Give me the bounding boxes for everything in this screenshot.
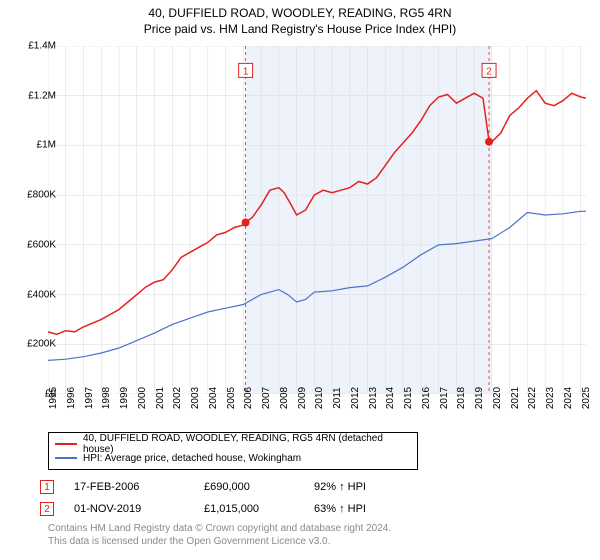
- x-tick-label: 2016: [421, 387, 432, 409]
- x-tick-label: 2012: [350, 387, 361, 409]
- x-tick-label: 2004: [208, 387, 219, 409]
- y-tick-label: £400K: [27, 289, 56, 300]
- plot-svg: 12: [48, 46, 586, 394]
- x-tick-label: 2025: [581, 387, 592, 409]
- x-tick-label: 2023: [545, 387, 556, 409]
- footer: Contains HM Land Registry data © Crown c…: [48, 522, 391, 548]
- x-tick-label: 1995: [48, 387, 59, 409]
- title-line-2: Price paid vs. HM Land Registry's House …: [0, 22, 600, 36]
- x-tick-label: 2015: [403, 387, 414, 409]
- annotation-marker: 2: [40, 502, 54, 516]
- x-tick-label: 2003: [190, 387, 201, 409]
- footer-line-1: Contains HM Land Registry data © Crown c…: [48, 522, 391, 535]
- x-tick-label: 2009: [297, 387, 308, 409]
- x-tick-label: 2007: [261, 387, 272, 409]
- x-tick-label: 1999: [119, 387, 130, 409]
- x-tick-label: 2020: [492, 387, 503, 409]
- x-tick-label: 2000: [137, 387, 148, 409]
- annotation-pct: 63% ↑ HPI: [314, 503, 424, 515]
- y-tick-label: £1.2M: [28, 90, 56, 101]
- annotation-table: 1 17-FEB-2006 £690,000 92% ↑ HPI 2 01-NO…: [40, 476, 424, 520]
- x-tick-label: 1996: [66, 387, 77, 409]
- annotation-row: 1 17-FEB-2006 £690,000 92% ↑ HPI: [40, 476, 424, 498]
- annotation-marker-num: 2: [44, 504, 50, 515]
- annotation-price: £1,015,000: [204, 503, 314, 515]
- annotation-row: 2 01-NOV-2019 £1,015,000 63% ↑ HPI: [40, 498, 424, 520]
- annotation-date: 01-NOV-2019: [74, 503, 204, 515]
- legend-label: HPI: Average price, detached house, Woki…: [83, 453, 301, 464]
- x-tick-label: 2017: [439, 387, 450, 409]
- x-tick-label: 2006: [243, 387, 254, 409]
- x-tick-label: 2010: [314, 387, 325, 409]
- x-tick-label: 2008: [279, 387, 290, 409]
- footer-line-2: This data is licensed under the Open Gov…: [48, 535, 391, 548]
- y-tick-label: £600K: [27, 239, 56, 250]
- x-tick-label: 1997: [84, 387, 95, 409]
- legend: 40, DUFFIELD ROAD, WOODLEY, READING, RG5…: [48, 432, 418, 470]
- x-tick-label: 2019: [474, 387, 485, 409]
- y-tick-label: £800K: [27, 190, 56, 201]
- y-tick-label: £200K: [27, 339, 56, 350]
- title-block: 40, DUFFIELD ROAD, WOODLEY, READING, RG5…: [0, 0, 600, 36]
- legend-swatch: [55, 457, 77, 459]
- y-tick-label: £1.4M: [28, 41, 56, 52]
- x-tick-label: 2011: [332, 387, 343, 409]
- x-tick-label: 2022: [527, 387, 538, 409]
- legend-item: 40, DUFFIELD ROAD, WOODLEY, READING, RG5…: [55, 437, 411, 451]
- x-tick-label: 2021: [510, 387, 521, 409]
- svg-text:2: 2: [486, 66, 492, 77]
- x-tick-label: 2018: [456, 387, 467, 409]
- svg-text:1: 1: [243, 66, 249, 77]
- annotation-marker-num: 1: [44, 482, 50, 493]
- x-tick-label: 2014: [385, 387, 396, 409]
- chart-container: 40, DUFFIELD ROAD, WOODLEY, READING, RG5…: [0, 0, 600, 560]
- chart-area: 12: [48, 46, 586, 394]
- x-tick-label: 1998: [101, 387, 112, 409]
- x-tick-label: 2024: [563, 387, 574, 409]
- x-tick-label: 2005: [226, 387, 237, 409]
- legend-swatch: [55, 443, 77, 445]
- title-line-1: 40, DUFFIELD ROAD, WOODLEY, READING, RG5…: [0, 6, 600, 20]
- x-tick-label: 2001: [155, 387, 166, 409]
- annotation-date: 17-FEB-2006: [74, 481, 204, 493]
- y-tick-label: £1M: [37, 140, 56, 151]
- annotation-price: £690,000: [204, 481, 314, 493]
- x-tick-label: 2013: [368, 387, 379, 409]
- annotation-marker: 1: [40, 480, 54, 494]
- annotation-pct: 92% ↑ HPI: [314, 481, 424, 493]
- x-tick-label: 2002: [172, 387, 183, 409]
